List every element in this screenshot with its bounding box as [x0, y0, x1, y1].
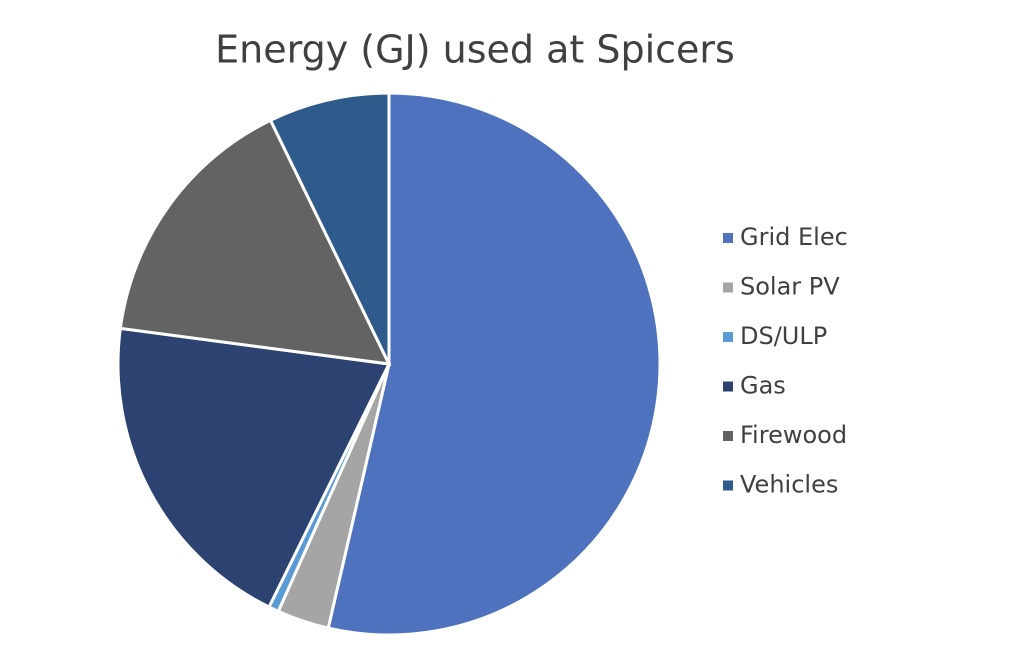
legend-swatch [723, 431, 733, 441]
legend-swatch [723, 480, 733, 491]
legend-label: Firewood [740, 421, 847, 449]
chart-title: Energy (GJ) used at Spicers [215, 28, 735, 72]
legend-label: Vehicles [740, 471, 838, 499]
pie-slice [118, 118, 392, 366]
legend-swatch [723, 233, 733, 243]
legend-label: DS/ULP [740, 322, 827, 350]
legend-label: Gas [740, 372, 786, 400]
pie-slice [268, 91, 391, 365]
legend-label: Grid Elec [740, 223, 848, 251]
pie-slice [116, 326, 392, 609]
pie-slice [326, 91, 662, 637]
legend-swatch [723, 332, 733, 342]
legend-swatch [723, 381, 733, 392]
legend-swatch [723, 282, 733, 293]
legend-label: Solar PV [740, 273, 840, 301]
